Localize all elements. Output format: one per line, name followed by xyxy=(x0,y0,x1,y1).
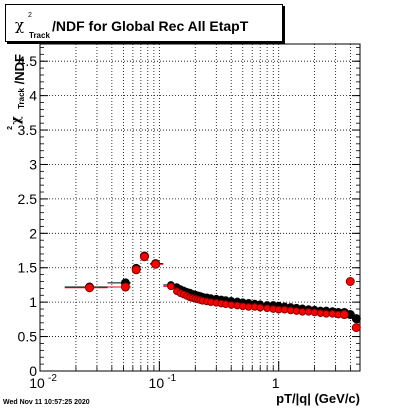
data-point-s1 xyxy=(322,310,330,318)
data-point-s0 xyxy=(351,314,361,324)
data-point-s1 xyxy=(120,282,130,292)
title-chi-symbol: χ xyxy=(15,16,25,34)
y-axis-title-chi: χ xyxy=(9,116,24,125)
title-box: χ 2 Track /NDF for Global Rec All EtapT xyxy=(5,4,283,42)
title-superscript: 2 xyxy=(28,12,32,19)
x-tick-exponent: -1 xyxy=(167,373,176,384)
data-point-s1 xyxy=(151,259,161,269)
data-point-s1 xyxy=(167,282,175,291)
data-point-s1 xyxy=(227,301,236,309)
data-point-s1 xyxy=(85,283,95,293)
y-tick-label: 3.5 xyxy=(18,122,38,138)
x-tick-label: 10 xyxy=(149,375,165,391)
data-point-s1 xyxy=(263,304,271,313)
x-axis-title: pT/|q| (GeV/c) xyxy=(276,391,360,406)
y-tick-label: 2 xyxy=(29,225,37,241)
x-tick-label: 1 xyxy=(272,375,280,391)
data-point-s1 xyxy=(139,252,149,262)
data-point-s1 xyxy=(280,305,289,314)
plot-frame xyxy=(39,43,361,372)
data-point-s1 xyxy=(256,303,265,312)
data-point-s1 xyxy=(131,265,141,275)
data-point-s1 xyxy=(298,307,307,316)
y-axis-title-group: /NDF Track χ2 xyxy=(7,54,27,130)
data-point-s1 xyxy=(345,277,355,287)
data-point-s1 xyxy=(351,323,361,333)
y-tick-label: 0 xyxy=(29,363,37,379)
y-tick-label: 2.5 xyxy=(18,191,38,207)
y-tick-label: 4.5 xyxy=(18,53,38,69)
x-tick-label: 10 xyxy=(29,375,45,391)
title-subscript: Track xyxy=(29,31,50,40)
y-tick-label: 4 xyxy=(29,88,37,104)
y-tick-label: 0.5 xyxy=(18,329,38,345)
y-axis-title-superscript: 2 xyxy=(7,126,14,130)
y-tick-label: 3 xyxy=(29,156,37,172)
x-tick-exponent: -2 xyxy=(48,373,57,384)
y-tick-label: 1.5 xyxy=(18,260,38,276)
y-axis-title: /NDF xyxy=(12,54,27,84)
y-axis-title-subscript: Track xyxy=(17,87,26,108)
timestamp: Wed Nov 11 10:57:25 2020 xyxy=(3,399,90,406)
y-tick-label: 1 xyxy=(29,294,37,310)
data-point-s1 xyxy=(339,310,349,320)
chart-title: /NDF for Global Rec All EtapT xyxy=(52,18,249,34)
